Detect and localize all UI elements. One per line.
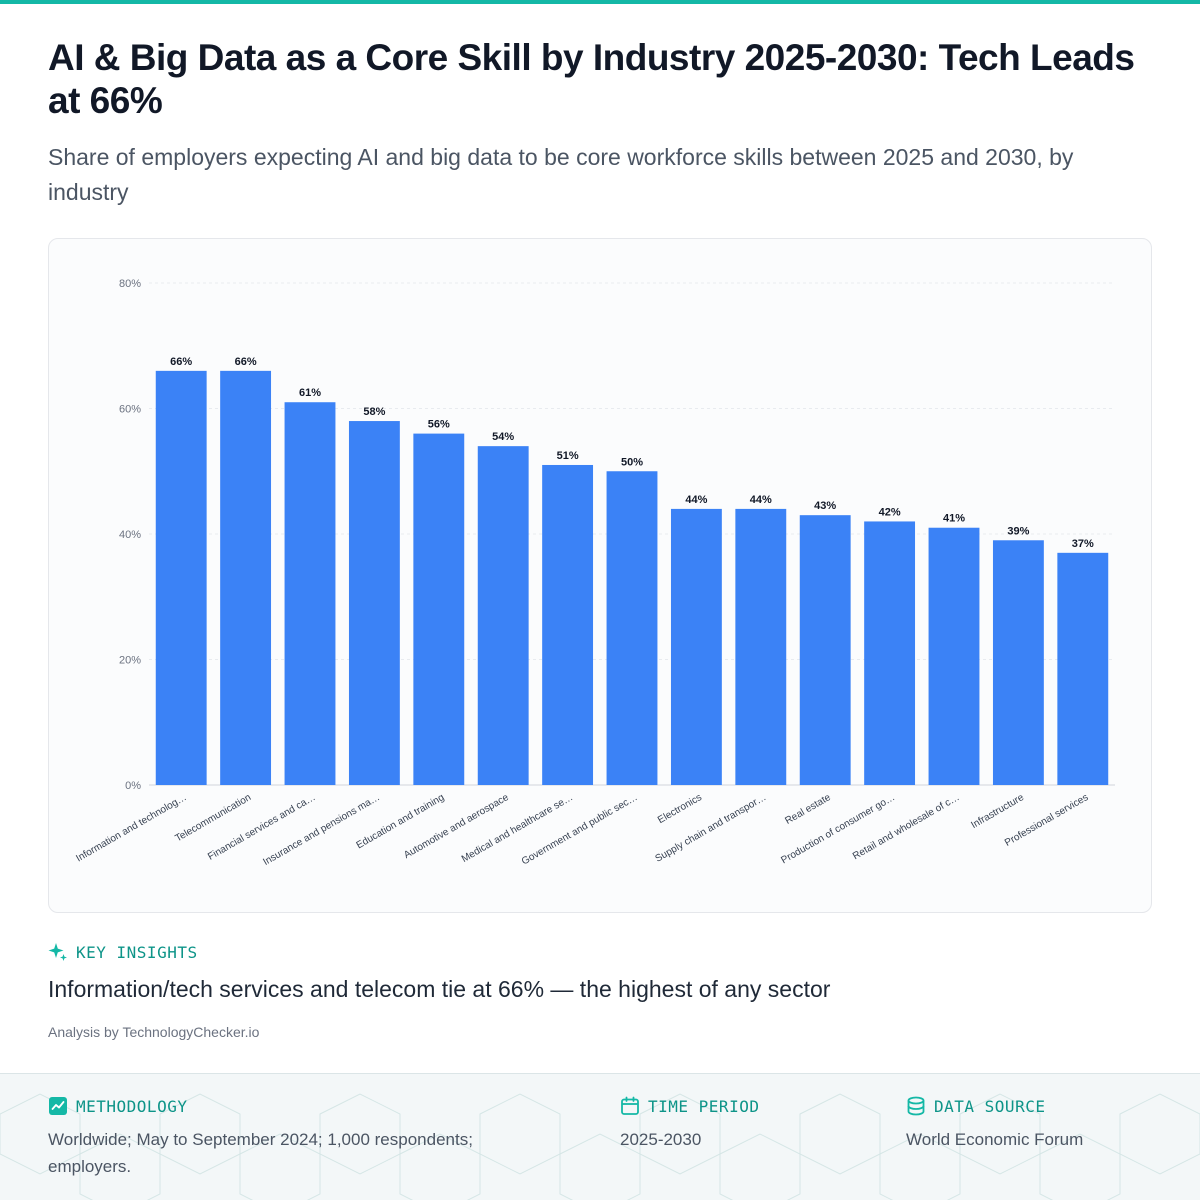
- top-accent-bar: [0, 0, 1200, 4]
- data-source-section: DATA SOURCE World Economic Forum: [906, 1096, 1166, 1153]
- bar: [284, 402, 336, 785]
- page-subtitle: Share of employers expecting AI and big …: [48, 144, 1074, 205]
- bar: [348, 421, 400, 785]
- y-tick-label: 40%: [119, 529, 141, 541]
- y-tick-label: 20%: [119, 655, 141, 667]
- data-label: 43%: [814, 500, 836, 512]
- data-label: 37%: [1072, 538, 1094, 550]
- time-period-label: TIME PERIOD: [648, 1096, 760, 1116]
- data-label: 44%: [750, 494, 772, 506]
- key-insights-header: KEY INSIGHTS: [48, 942, 198, 962]
- attribution: Analysis by TechnologyChecker.io: [48, 1024, 260, 1040]
- data-label: 61%: [299, 387, 321, 399]
- bar: [1057, 552, 1109, 785]
- data-source-label: DATA SOURCE: [934, 1096, 1046, 1116]
- bar: [542, 464, 594, 785]
- x-tick-label: Real estate: [783, 792, 833, 827]
- data-label: 51%: [557, 450, 579, 462]
- bars: [155, 370, 1109, 785]
- footer-hex-pattern: [0, 1093, 1200, 1200]
- key-insights-label: KEY INSIGHTS: [76, 942, 198, 962]
- data-label: 66%: [170, 356, 192, 368]
- bar: [477, 446, 529, 785]
- data-label: 39%: [1007, 525, 1029, 537]
- y-tick-label: 60%: [119, 404, 141, 416]
- calendar-icon: [621, 1096, 639, 1115]
- y-axis-ticks: 0% 20% 40% 60% 80%: [119, 278, 141, 792]
- page-title: AI & Big Data as a Core Skill by Industr…: [48, 37, 1135, 121]
- data-label: 41%: [943, 513, 965, 525]
- bar: [864, 521, 916, 785]
- x-tick-label: Production of consumer go…: [779, 792, 897, 866]
- data-label: 56%: [428, 419, 450, 431]
- data-label: 44%: [685, 494, 707, 506]
- data-label: 58%: [363, 406, 385, 418]
- data-label: 50%: [621, 456, 643, 468]
- bar: [606, 471, 658, 785]
- x-tick-label: Insurance and pensions ma…: [261, 792, 382, 868]
- y-tick-label: 0%: [125, 780, 141, 792]
- sparkle-icon: [48, 943, 67, 961]
- x-tick-label: Electronics: [656, 792, 704, 826]
- data-source-value: World Economic Forum: [906, 1130, 1084, 1149]
- key-insight-text: Information/tech services and telecom ti…: [48, 976, 831, 1002]
- time-period-section: TIME PERIOD 2025-2030: [620, 1096, 870, 1153]
- data-labels: 66% 66% 61% 58% 56% 54% 51% 50% 44% 44% 43% 42% 41% 3…: [170, 356, 1094, 550]
- bar: [413, 433, 465, 785]
- chart-card: 0% 20% 40% 60% 80% 66% 66% 61% 58% 56% 54% 51% 50% 4…: [48, 238, 1152, 913]
- data-label: 42%: [879, 506, 901, 518]
- bar: [670, 508, 722, 785]
- data-label: 54%: [492, 431, 514, 443]
- bar: [928, 527, 980, 785]
- bar: [735, 508, 787, 785]
- database-icon: [907, 1096, 925, 1116]
- footer: METHODOLOGY Worldwide; May to September …: [0, 1073, 1200, 1200]
- methodology-section: METHODOLOGY Worldwide; May to September …: [48, 1096, 548, 1180]
- bar: [992, 540, 1044, 785]
- bar: [799, 515, 851, 785]
- data-label: 66%: [235, 356, 257, 368]
- x-axis-ticks: Information and technolog…Telecommunicat…: [74, 792, 1090, 868]
- x-tick-label: Financial services and ca…: [206, 792, 317, 863]
- x-tick-label: Government and public sec…: [520, 792, 640, 867]
- x-tick-label: Information and technolog…: [74, 792, 188, 864]
- bar: [220, 370, 272, 785]
- methodology-label: METHODOLOGY: [76, 1096, 188, 1116]
- x-tick-label: Infrastructure: [969, 792, 1026, 831]
- bar: [155, 370, 207, 785]
- trend-chart-icon: [49, 1097, 67, 1115]
- time-period-value: 2025-2030: [620, 1130, 702, 1149]
- y-tick-label: 80%: [119, 278, 141, 290]
- x-tick-label: Medical and healthcare se…: [460, 792, 575, 865]
- bar-chart: 0% 20% 40% 60% 80% 66% 66% 61% 58% 56% 54% 51% 50% 4…: [74, 278, 1115, 868]
- x-tick-label: Automotive and aerospace: [402, 792, 511, 861]
- x-tick-label: Supply chain and transpor…: [654, 792, 769, 865]
- x-tick-label: Retail and wholesale of c…: [851, 792, 961, 862]
- methodology-value: Worldwide; May to September 2024; 1,000 …: [48, 1130, 473, 1176]
